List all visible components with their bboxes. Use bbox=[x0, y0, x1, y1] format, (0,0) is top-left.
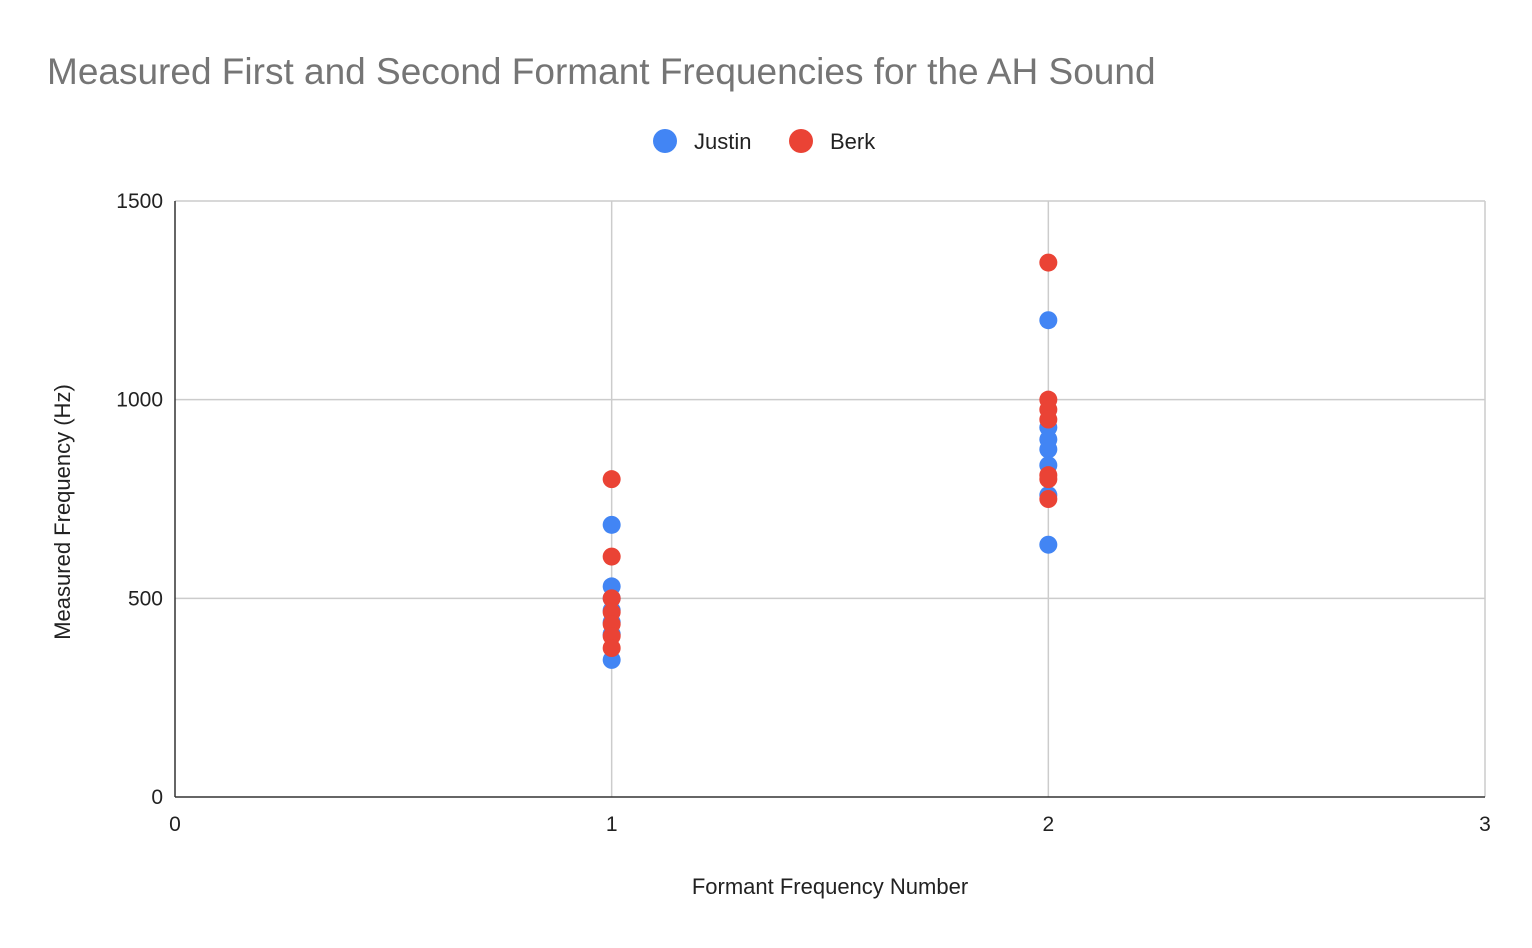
point-berk bbox=[1039, 410, 1058, 429]
y-axis-title: Measured Frequency (Hz) bbox=[50, 384, 75, 640]
legend-marker bbox=[653, 129, 677, 153]
x-axis-title: Formant Frequency Number bbox=[692, 874, 968, 899]
series-justin bbox=[602, 311, 1058, 669]
chart-title: Measured First and Second Formant Freque… bbox=[47, 51, 1156, 92]
x-tick-label: 0 bbox=[169, 813, 181, 836]
y-tick-label: 1500 bbox=[116, 190, 163, 213]
legend-label: Justin bbox=[694, 129, 751, 154]
point-justin bbox=[1039, 535, 1058, 554]
axes bbox=[174, 201, 1485, 798]
y-axis-ticks: 0 500 1000 1500 bbox=[116, 190, 163, 809]
point-justin bbox=[1039, 440, 1058, 459]
legend-item-justin: Justin bbox=[653, 129, 751, 154]
x-axis-ticks: 0 1 2 3 bbox=[169, 813, 1491, 836]
x-tick-label: 3 bbox=[1479, 813, 1491, 836]
legend: Justin Berk bbox=[653, 129, 876, 154]
point-berk bbox=[1039, 470, 1058, 489]
legend-label: Berk bbox=[830, 129, 876, 154]
point-berk bbox=[602, 470, 621, 489]
y-tick-label: 0 bbox=[151, 786, 163, 809]
point-justin bbox=[1039, 311, 1058, 330]
legend-marker bbox=[789, 129, 813, 153]
point-berk bbox=[602, 547, 621, 566]
point-berk bbox=[602, 639, 621, 657]
y-tick-label: 1000 bbox=[116, 389, 163, 412]
legend-item-berk: Berk bbox=[789, 129, 876, 154]
gridlines bbox=[175, 200, 1486, 797]
data-points bbox=[602, 253, 1058, 669]
x-tick-label: 1 bbox=[606, 813, 618, 836]
point-berk bbox=[1039, 253, 1058, 272]
point-berk bbox=[1039, 490, 1058, 508]
x-tick-label: 2 bbox=[1042, 813, 1054, 836]
point-justin bbox=[602, 515, 621, 534]
point-berk bbox=[602, 589, 621, 608]
series-berk bbox=[602, 253, 1058, 657]
y-tick-label: 500 bbox=[128, 587, 163, 610]
